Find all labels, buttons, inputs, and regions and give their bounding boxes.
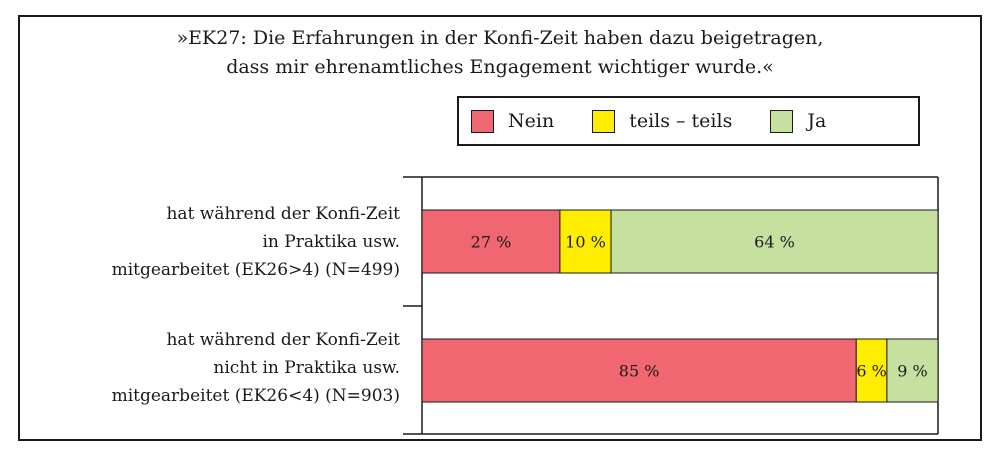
category-label-2-line-1: hat während der Konfi-Zeit (166, 330, 400, 350)
legend: Nein teils – teils Ja (457, 96, 920, 146)
data-label-teils-row-2: 6 % (856, 362, 886, 381)
category-label-1-line-3: mitgearbeitet (EK26>4) (N=499) (111, 260, 400, 280)
category-label-1: hat während der Konfi-Zeit in Praktika u… (40, 200, 400, 284)
category-label-2-line-3: mitgearbeitet (EK26<4) (N=903) (111, 386, 400, 406)
data-label-nein-row-1: 27 % (471, 233, 512, 252)
data-label-nein-row-2: 85 % (619, 362, 660, 381)
legend-swatch-ja (770, 109, 794, 133)
bar-ja-row-2 (886, 338, 939, 403)
legend-item-ja: Ja (770, 109, 827, 133)
chart-title-line-2: dass mir ehrenamtliches Engagement wicht… (226, 56, 774, 78)
bar-teils-row-2 (855, 338, 888, 403)
data-label-ja-row-2: 9 % (897, 362, 927, 381)
chart-title-line-1: »EK27: Die Erfahrungen in der Konfi-Zeit… (176, 27, 824, 49)
legend-label-teils: teils – teils (629, 110, 733, 132)
data-label-teils-row-1: 10 % (565, 233, 606, 252)
legend-swatch-nein (471, 109, 494, 133)
legend-item-nein: Nein (471, 109, 555, 133)
bar-nein-row-2 (421, 338, 857, 403)
category-label-2: hat während der Konfi-Zeit nicht in Prak… (40, 326, 400, 410)
chart-title: »EK27: Die Erfahrungen in der Konfi-Zeit… (0, 24, 1000, 82)
legend-label-nein: Nein (508, 110, 555, 132)
bar-teils-row-1 (559, 209, 612, 274)
legend-swatch-teils (592, 109, 616, 133)
category-label-1-line-2: in Praktika usw. (262, 232, 400, 252)
bar-ja-row-1 (610, 209, 939, 274)
category-label-1-line-1: hat während der Konfi-Zeit (166, 204, 400, 224)
category-label-2-line-2: nicht in Praktika usw. (213, 358, 400, 378)
bar-nein-row-1 (421, 209, 561, 274)
data-label-ja-row-1: 64 % (754, 233, 795, 252)
legend-label-ja: Ja (807, 110, 827, 132)
legend-item-teils: teils – teils (592, 109, 733, 133)
